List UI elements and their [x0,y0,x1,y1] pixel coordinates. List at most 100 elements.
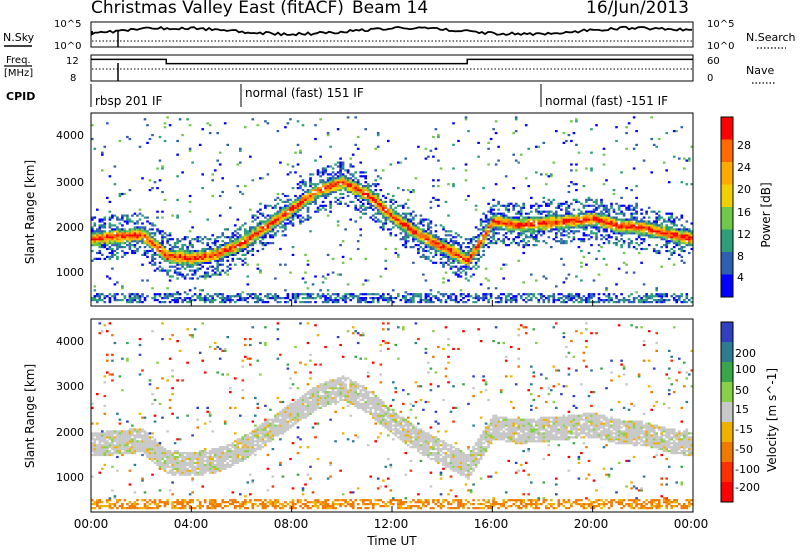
power-cell [163,297,167,300]
power-cell [336,187,340,190]
velocity-cell [113,430,117,433]
power-cell [181,244,184,247]
power-cell [607,299,611,302]
power-cell [141,177,144,180]
power-cell [156,240,159,243]
power-cell [96,232,99,235]
power-cell [251,297,255,300]
power-cell [148,249,152,253]
power-cell [206,253,209,256]
power-cell [136,240,139,243]
power-cell [108,242,112,245]
power-cell [356,297,360,300]
power-cell [91,238,94,241]
power-cell [587,299,591,302]
power-cell [655,222,658,225]
power-cell [685,228,689,231]
power-cell [422,238,425,241]
power-cell [492,228,495,231]
power-cell [379,177,383,180]
power-cell [552,218,556,221]
power-cell [580,240,583,243]
velocity-cell [138,343,142,347]
velocity-cell [138,446,142,449]
power-cell [198,143,202,146]
power-cell [216,265,219,268]
power-cell [249,234,252,237]
power-cell [364,177,367,180]
power-cell [163,247,167,251]
power-cell [321,181,325,184]
power-cell [166,242,169,245]
power-cell [640,226,643,229]
power-cell [660,265,663,268]
power-cell [128,293,132,296]
power-cell [359,293,362,296]
power-cell [354,185,357,188]
velocity-cell [138,448,142,451]
power-cell [620,218,623,221]
power-cell [374,293,377,296]
power-cell [344,185,347,188]
power-cell [650,297,653,300]
power-cell [346,204,350,207]
power-cell [211,273,214,276]
power-cell [366,194,370,198]
power-cell [234,247,237,251]
power-cell [595,198,598,201]
power-cell [600,218,603,221]
power-cell [640,228,643,231]
power-cell [91,249,94,253]
power-cell [615,301,618,304]
power-cell [642,240,646,243]
power-cell [522,226,525,229]
power-cell [585,210,588,213]
power-cell [607,212,611,215]
power-cell [387,212,390,215]
power-cell [482,299,485,302]
power-cell [208,132,212,135]
power-cell [535,234,538,237]
power-cell [647,244,651,247]
power-cell [555,240,558,243]
power-cell [399,218,403,221]
power-cell [98,232,102,235]
power-cell [181,261,184,264]
power-cell [617,224,621,227]
power-cell [108,230,112,233]
power-cell [494,183,498,186]
power-cell [474,247,478,251]
power-cell [334,163,337,166]
power-cell [550,228,553,231]
velocity-cell [181,503,184,506]
velocity-cell [168,455,172,459]
power-cell [321,281,325,284]
power-cell [91,259,94,262]
power-cell [274,212,277,215]
power-cell [326,132,330,135]
power-cell [542,218,546,221]
velocity-cell [163,452,167,455]
power-cell [354,143,357,146]
power-cell [173,297,177,300]
power-cell [188,124,192,127]
power-cell [384,200,388,203]
power-cell [181,251,184,255]
power-cell [156,246,159,249]
power-cell [208,249,212,253]
power-cell [314,137,317,141]
velocity-cell [93,501,97,504]
velocity-cell [133,440,137,443]
velocity-cell [131,450,134,453]
power-cell [314,189,317,192]
power-cell [269,297,272,300]
velocity-cell [148,444,152,447]
velocity-cell [91,422,94,425]
power-cell [216,255,219,258]
power-cell [151,249,154,253]
power-cell [474,261,478,264]
power-cell [550,218,553,221]
power-cell [667,242,671,245]
power-cell [509,222,513,225]
velocity-cell [116,442,119,445]
